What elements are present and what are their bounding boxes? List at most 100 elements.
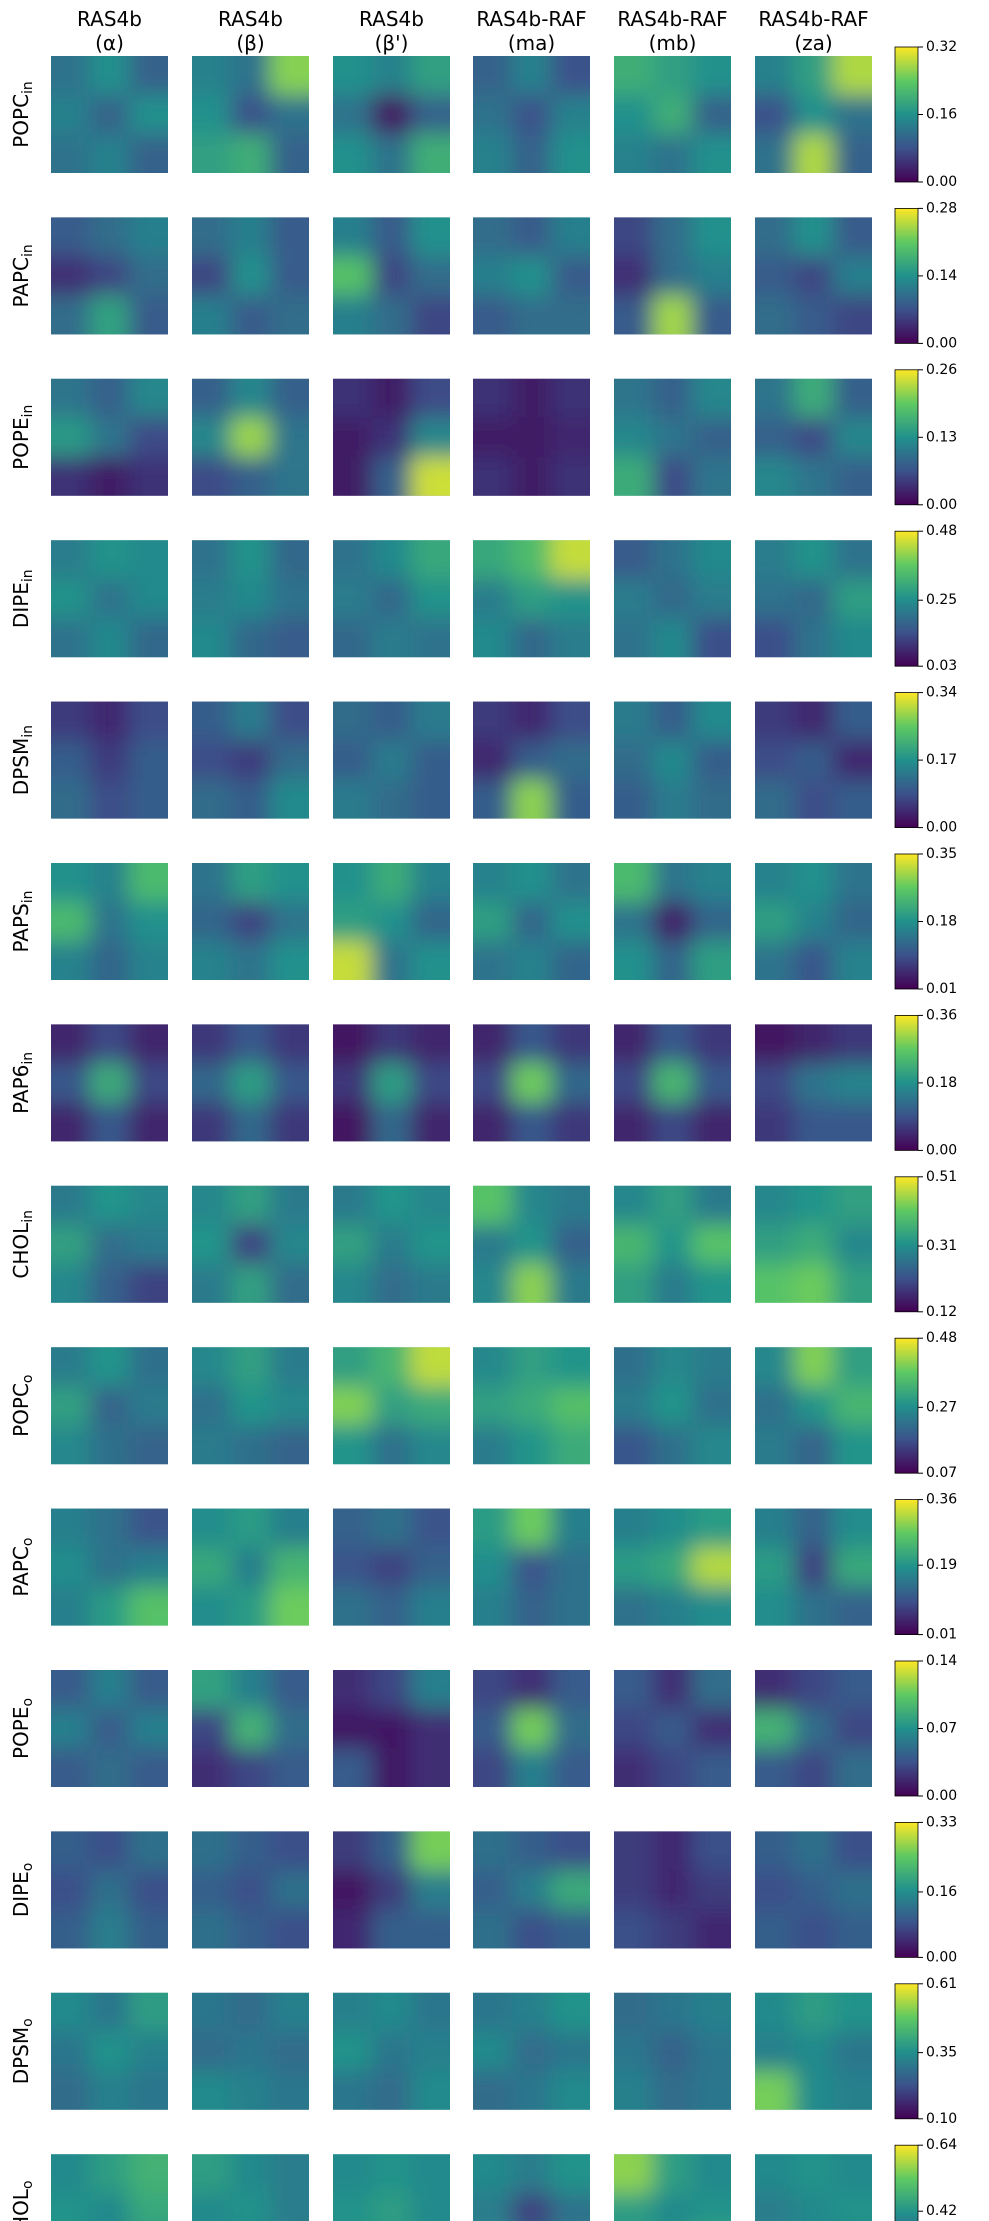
heatmap-panel <box>192 378 309 496</box>
heatmap-cell <box>692 1709 731 1748</box>
heatmap-cell <box>192 1670 231 1709</box>
colorbar-tick-label: 0.19 <box>926 1557 957 1573</box>
heatmap-cell <box>512 1831 551 1871</box>
heatmap-cell <box>270 295 309 335</box>
heatmap-cell <box>129 134 168 173</box>
heatmap-cell <box>90 1992 129 2032</box>
heatmap-cells <box>473 378 590 496</box>
heatmap-cell <box>270 2154 309 2194</box>
heatmap-cell <box>512 1063 551 1103</box>
heatmap-cell <box>551 1547 590 1587</box>
heatmap-cell <box>411 217 450 257</box>
heatmap-cell <box>551 1102 590 1142</box>
heatmap-cell <box>411 1992 450 2032</box>
heatmap-cell <box>51 417 90 457</box>
heatmap-cell <box>473 1670 512 1709</box>
colorbar-tick-label: 0.17 <box>926 752 957 768</box>
heatmap-cell <box>270 456 309 496</box>
heatmap-cell <box>833 2031 872 2071</box>
heatmap-cell <box>833 1224 872 1264</box>
heatmap-cell <box>51 56 90 95</box>
heatmap-cell <box>794 1425 833 1465</box>
heatmap-cell <box>653 2193 692 2221</box>
heatmap-cell <box>192 1224 231 1264</box>
heatmap-cell <box>833 2070 872 2110</box>
heatmap-cell <box>333 2070 372 2110</box>
heatmap-cell <box>411 378 450 418</box>
heatmap-cell <box>614 295 653 335</box>
heatmap-cell <box>755 1586 794 1626</box>
heatmap-cell <box>333 1508 372 1548</box>
heatmap-cell <box>51 1386 90 1426</box>
heatmap-cell <box>372 1185 411 1225</box>
heatmap-cell <box>473 1748 512 1787</box>
heatmap-cell <box>231 779 270 819</box>
heatmap-cells <box>473 540 590 658</box>
colorbar-tick-label: 0.07 <box>926 1721 957 1737</box>
heatmap-cell <box>90 1709 129 1748</box>
heatmap-panel <box>473 1508 590 1626</box>
heatmap-cell <box>692 1263 731 1303</box>
heatmap-cell <box>90 1670 129 1709</box>
heatmap-cells <box>192 217 309 335</box>
row-label-sub: in <box>20 405 36 418</box>
heatmap-cell <box>129 256 168 296</box>
heatmap-cell <box>653 863 692 902</box>
heatmap-cell <box>192 217 231 257</box>
heatmap-cell <box>129 2154 168 2194</box>
heatmap-cell <box>333 1748 372 1787</box>
heatmap-cell <box>411 701 450 741</box>
colorbar-tick-label: 0.00 <box>926 1142 957 1158</box>
heatmap-cell <box>333 256 372 296</box>
heatmap-cell <box>372 95 411 134</box>
heatmap-cell <box>231 579 270 619</box>
row-label: PAPCin <box>9 244 36 307</box>
heatmap-cell <box>794 217 833 257</box>
heatmap-panel <box>192 1185 309 1303</box>
heatmap-cell <box>551 1425 590 1465</box>
heatmap-cell <box>551 1063 590 1103</box>
heatmap-cell <box>372 1347 411 1387</box>
heatmap-cells <box>614 1831 731 1949</box>
heatmap-cell <box>692 1386 731 1426</box>
heatmap-cells <box>473 1185 590 1303</box>
heatmap-cell <box>614 1263 653 1303</box>
heatmap-cell <box>473 56 512 95</box>
heatmap-cell <box>614 1024 653 1064</box>
heatmap-cell <box>833 1386 872 1426</box>
heatmap-cell <box>692 378 731 418</box>
heatmap-cell <box>90 701 129 741</box>
heatmap-cell <box>192 1709 231 1748</box>
heatmap-cell <box>90 2193 129 2221</box>
heatmap-cell <box>411 941 450 980</box>
row-label-sub: in <box>20 244 36 257</box>
heatmap-cells <box>333 1024 450 1142</box>
heatmap-cell <box>411 1263 450 1303</box>
heatmap-cell <box>614 701 653 741</box>
heatmap-cell <box>473 2070 512 2110</box>
heatmap-cell <box>129 1425 168 1465</box>
row-label: CHOLo <box>9 2180 36 2221</box>
heatmap-cell <box>653 779 692 819</box>
heatmap-cell <box>551 863 590 902</box>
heatmap-cell <box>512 1263 551 1303</box>
heatmap-cell <box>270 779 309 819</box>
heatmap-cell <box>192 863 231 902</box>
heatmap-panel <box>192 1831 309 1949</box>
heatmap-cell <box>372 701 411 741</box>
heatmap-cell <box>372 1586 411 1626</box>
heatmap-cell <box>372 902 411 941</box>
heatmap-cell <box>231 417 270 457</box>
heatmap-cells <box>473 1831 590 1949</box>
heatmap-cell <box>231 56 270 95</box>
heatmap-cell <box>653 1870 692 1910</box>
heatmap-cell <box>411 1670 450 1709</box>
row-label-name: POPC <box>9 1383 33 1437</box>
heatmap-cell <box>411 295 450 335</box>
colorbar <box>894 46 919 183</box>
heatmap-cell <box>794 902 833 941</box>
heatmap-cell <box>231 1748 270 1787</box>
heatmap-cell <box>614 1909 653 1949</box>
colorbar <box>894 2144 919 2221</box>
heatmap-cells <box>614 1508 731 1626</box>
